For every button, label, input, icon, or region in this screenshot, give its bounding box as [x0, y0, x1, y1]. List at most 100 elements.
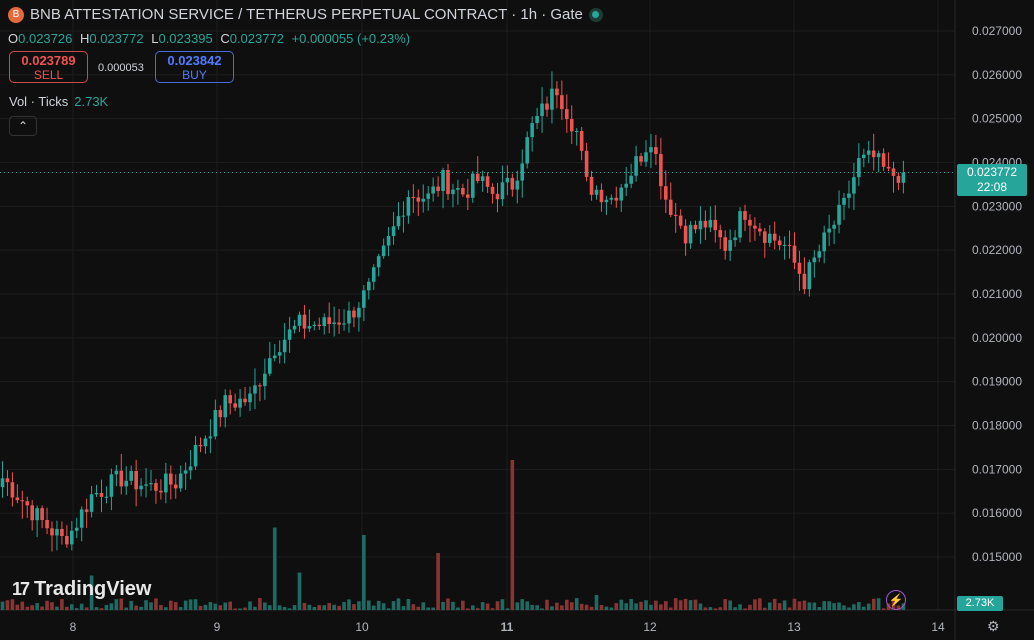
candle-body [144, 484, 148, 486]
candle-body [812, 257, 817, 263]
volume-bar [381, 603, 386, 610]
candle-body [347, 310, 351, 324]
candle-body [822, 232, 826, 252]
candle-body [287, 329, 292, 340]
candle-body [386, 235, 391, 246]
symbol-icon[interactable]: B [8, 6, 24, 23]
candle-body [842, 197, 846, 205]
volume-bar [223, 602, 228, 610]
candle-body [159, 490, 163, 493]
candle-body [698, 220, 703, 230]
volume-bar [822, 601, 826, 610]
volume-bar [411, 604, 416, 610]
volume-bar [65, 606, 69, 610]
volume-bar [139, 606, 143, 610]
volume-bar [376, 600, 381, 610]
y-tick-label: 0.015000 [972, 550, 1022, 564]
volume-bar [0, 601, 5, 610]
candle-body [609, 197, 614, 200]
candle-body [456, 188, 460, 190]
candle-body [485, 176, 490, 187]
y-tick-label: 0.019000 [972, 375, 1022, 389]
volume-bar [15, 604, 20, 610]
volume-bar [371, 605, 376, 610]
candle-body [253, 385, 257, 394]
volume-bar [347, 599, 351, 610]
candle-body [461, 188, 465, 195]
candle-body [753, 225, 757, 229]
candle-body [243, 398, 247, 403]
volume-bar [451, 601, 455, 610]
candle-body [807, 262, 812, 290]
candle-body [99, 492, 104, 497]
candle-body [258, 385, 262, 387]
volume-bar [272, 527, 277, 610]
volume-bar [55, 606, 59, 610]
candle-body [30, 505, 34, 521]
volume-bar [485, 603, 490, 610]
volume-bar [520, 599, 525, 610]
candle-body [639, 156, 643, 162]
candle-body [84, 509, 89, 512]
volume-bar [203, 604, 208, 610]
candle-body [852, 177, 856, 194]
candle-body [847, 193, 851, 198]
candle-body [292, 325, 297, 330]
bar-countdown: 22:08 [976, 180, 1008, 194]
candle-body [203, 438, 208, 447]
volume-bar [594, 595, 599, 610]
volume-bar [698, 603, 703, 610]
candle-body [787, 244, 792, 246]
volume-bar [668, 607, 673, 610]
volume-bar [327, 603, 331, 610]
sell-button[interactable]: 0.023789 SELL [9, 51, 88, 83]
volume-bar [188, 599, 193, 610]
chart-title[interactable]: BNB ATTESTATION SERVICE / TETHERUS PERPE… [30, 6, 583, 23]
gear-icon[interactable]: ⚙ [987, 618, 1000, 634]
close-label: C [220, 31, 230, 46]
volume-bar [258, 598, 262, 610]
lightning-icon[interactable]: ⚡ [886, 590, 906, 610]
chevron-up-icon: ⌃ [17, 119, 29, 133]
candle-body [837, 204, 841, 225]
candle-body [574, 131, 579, 133]
candle-body [164, 473, 168, 493]
volume-bar [426, 607, 430, 610]
candle-body [629, 175, 633, 184]
volume-bar [124, 607, 129, 610]
volume-bar [183, 600, 188, 610]
volume-legend[interactable]: Vol · Ticks 2.73K [9, 94, 108, 109]
volume-bar [10, 599, 15, 610]
volume-bar [862, 606, 866, 610]
volume-bar [213, 603, 218, 610]
buy-button[interactable]: 0.023842 BUY [155, 51, 234, 83]
volume-bar [149, 602, 153, 610]
volume-bar [708, 607, 713, 610]
x-tick-label: 12 [643, 620, 657, 634]
candle-body [268, 358, 272, 374]
volume-bar [173, 602, 178, 610]
candle-body [871, 150, 876, 158]
candle-body [579, 131, 584, 151]
candle-body [569, 119, 574, 132]
y-tick-label: 0.017000 [972, 462, 1022, 476]
candle-body [391, 226, 396, 236]
candle-body [223, 395, 228, 418]
candle-body [857, 158, 861, 178]
candle-body [659, 153, 663, 187]
candle-body [124, 480, 129, 487]
candle-body [550, 88, 554, 110]
candle-body [357, 307, 361, 318]
volume-bar [644, 600, 648, 610]
candle-body [208, 436, 213, 439]
candle-body [55, 528, 59, 536]
collapse-legend-button[interactable]: ⌃ [9, 116, 37, 136]
candle-body [371, 267, 376, 282]
tradingview-logo[interactable]: 17 TradingView [12, 578, 151, 601]
volume-bar [238, 608, 242, 610]
volume-bar [312, 606, 317, 610]
candle-body [466, 194, 470, 198]
candle-body [604, 199, 609, 203]
candle-body [565, 109, 569, 120]
